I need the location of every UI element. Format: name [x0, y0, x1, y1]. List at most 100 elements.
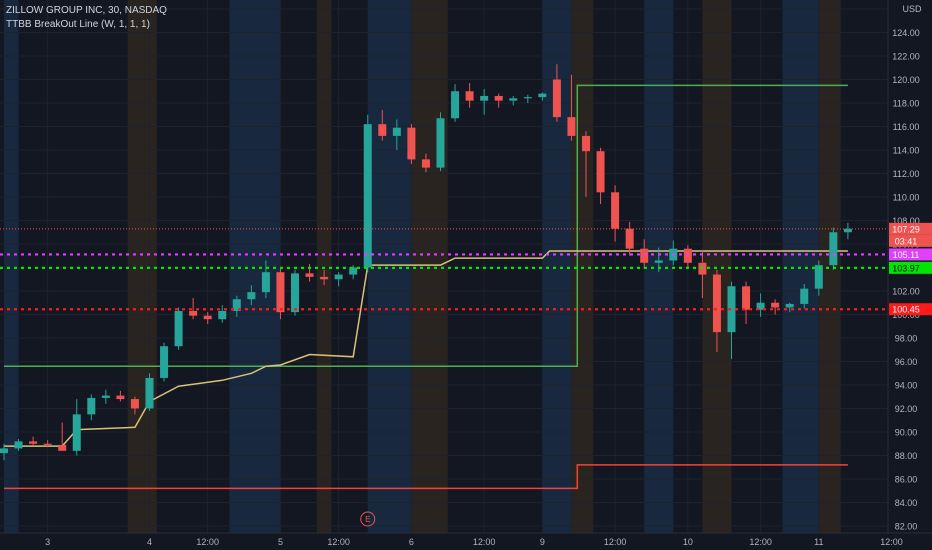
candle-body [116, 395, 125, 400]
candle-body [203, 315, 212, 320]
time-axis-tick: 12:00 [880, 537, 903, 547]
level-green-badge [889, 261, 932, 274]
session-band [411, 0, 448, 533]
currency-bg [889, 0, 932, 15]
session-band [127, 0, 157, 533]
price-axis-tick: 120.00 [892, 75, 920, 85]
candles [0, 64, 852, 461]
symbol-title[interactable]: ZILLOW GROUP INC, 30, NASDAQ [6, 5, 167, 16]
candle-body [756, 302, 765, 310]
candle-body [625, 228, 634, 249]
price-axis-tick: 108.00 [892, 216, 920, 226]
candle-body [247, 292, 256, 300]
candle-body [218, 310, 227, 320]
level-green-label: 103.97 [892, 263, 920, 273]
time-axis-tick: 10 [683, 537, 693, 547]
time-axis-tick: 11 [814, 537, 823, 547]
grid-lines [0, 0, 893, 533]
countdown-label: 03:41 [895, 236, 918, 246]
price-axis-tick: 86.00 [895, 475, 918, 485]
candle-body [160, 346, 169, 378]
average-line [4, 250, 848, 447]
session-band [367, 0, 412, 533]
session-bands [4, 0, 841, 533]
level-red-label: 100.45 [892, 305, 920, 315]
time-axis-tick: 12:00 [196, 537, 219, 547]
session-band [818, 0, 841, 533]
candle-body [843, 228, 852, 233]
candle-body [829, 232, 838, 266]
session-band [782, 0, 819, 533]
candle-body [334, 274, 343, 280]
candle-body [232, 299, 241, 311]
candle-body [58, 444, 67, 451]
candle-body [101, 395, 110, 398]
time-axis-tick: 12:00 [604, 537, 627, 547]
candle-body [87, 397, 96, 415]
candle-body [174, 310, 183, 347]
level-red-badge [889, 303, 932, 316]
candle-body [654, 260, 663, 263]
price-axis-tick: 112.00 [893, 169, 920, 179]
price-axis-tick: 96.00 [895, 357, 918, 367]
price-axis-tick: 102.00 [892, 287, 920, 297]
candle-body [29, 441, 38, 444]
candle-body [596, 151, 605, 193]
candle-body [727, 286, 736, 333]
candle-body [436, 118, 445, 168]
candle-body [785, 303, 794, 308]
time-axis-tick: 12:00 [749, 537, 772, 547]
candle-body [349, 267, 358, 275]
candle-body [145, 377, 154, 409]
price-axis-tick: 98.00 [895, 334, 918, 344]
time-axis-tick: 5 [278, 537, 283, 547]
candle-body [43, 443, 52, 445]
candle-body [640, 248, 649, 263]
candle-body [189, 310, 198, 316]
time-axis-bg [0, 533, 932, 550]
time-axis-labels: 3 4 12:00 5 12:00 6 12:00 9 12:00 10 12:00 11 12:00 [45, 537, 903, 547]
breakout-upper-line [4, 84, 848, 367]
candle-body [291, 273, 299, 313]
time-axis-tick: 3 [45, 537, 50, 547]
price-axis-tick: 116.00 [893, 122, 920, 132]
candle-body [800, 288, 809, 304]
time-axis-tick: 12:00 [473, 537, 496, 547]
price-axis-tick: 114.00 [893, 146, 920, 156]
earnings-marker [360, 511, 376, 527]
last-price-badge [889, 222, 932, 235]
candle-body [451, 91, 460, 119]
session-band [316, 0, 332, 533]
candle-body [582, 135, 590, 152]
candle-body [480, 95, 489, 101]
legend: ZILLOW GROUP INC, 30, NASDAQ TTBB BreakO… [6, 4, 167, 32]
candle-body [814, 265, 823, 289]
level-magenta-badge [889, 248, 932, 261]
candle-body [494, 95, 503, 101]
price-axis-tick: 110.00 [893, 193, 920, 203]
price-axis-tick: 94.00 [895, 381, 918, 391]
candle-body [611, 192, 620, 229]
candle-body [276, 272, 285, 313]
countdown-badge [889, 234, 932, 247]
time-axis-tick: 6 [409, 537, 414, 547]
candle-body [742, 286, 751, 310]
indicator-title[interactable]: TTBB BreakOut Line (W, 1, 1, 1) [6, 19, 150, 30]
session-band [4, 0, 19, 533]
currency-label: USD [902, 4, 922, 14]
session-band [702, 0, 732, 533]
candle-body [261, 272, 270, 293]
price-axis-tick: 122.00 [892, 52, 920, 62]
candle-body [363, 124, 372, 268]
price-axis-tick: 90.00 [895, 428, 918, 438]
session-band [229, 0, 281, 533]
last-price-label: 107.29 [892, 224, 920, 234]
time-axis-tick: 12:00 [327, 537, 350, 547]
candle-body [14, 441, 23, 449]
breakout-lower-line [4, 464, 848, 490]
candle-body [567, 117, 576, 136]
candle-body [509, 98, 518, 101]
candle-body [538, 93, 547, 98]
